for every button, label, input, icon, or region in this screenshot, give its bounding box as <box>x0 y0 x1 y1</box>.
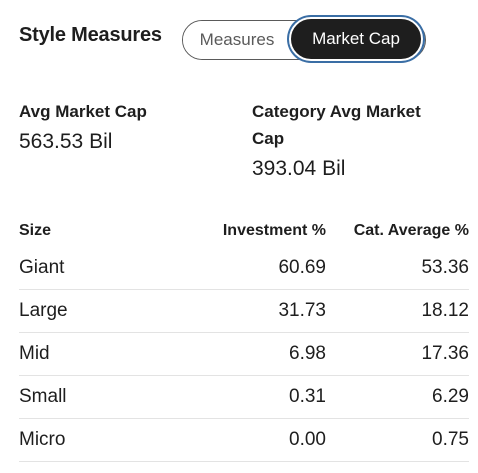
row-category-average: 0.75 <box>432 429 469 450</box>
row-size: Large <box>19 300 68 321</box>
category-avg-market-cap-label-line1: Category Avg Market <box>252 102 421 121</box>
avg-market-cap: Avg Market Cap 563.53 Bil <box>19 98 219 157</box>
table-row: Micro 0.00 0.75 <box>19 419 469 462</box>
row-size: Giant <box>19 257 65 278</box>
row-size: Micro <box>19 429 66 450</box>
row-investment: 60.69 <box>278 257 326 278</box>
tab-measures[interactable]: Measures <box>183 21 291 59</box>
market-cap-table: Size Investment % Cat. Average % Giant 6… <box>19 215 469 462</box>
header-investment: Investment % <box>222 222 326 239</box>
view-toggle: Measures Market Cap <box>182 17 426 61</box>
table-header: Size Investment % Cat. Average % <box>19 215 469 247</box>
row-investment: 0.31 <box>289 386 326 407</box>
table-row: Large 31.73 18.12 <box>19 290 469 333</box>
avg-market-cap-label: Avg Market Cap <box>19 102 147 121</box>
row-investment: 31.73 <box>278 300 326 321</box>
row-category-average: 17.36 <box>421 343 469 364</box>
section-title: Style Measures <box>19 24 162 46</box>
row-size: Small <box>19 386 67 407</box>
avg-market-cap-value: 563.53 Bil <box>19 130 113 153</box>
category-avg-market-cap-value: 393.04 Bil <box>252 157 346 180</box>
tab-market-cap[interactable]: Market Cap <box>289 17 423 61</box>
header-size: Size <box>19 222 52 239</box>
header-category-average: Cat. Average % <box>353 222 469 239</box>
style-measures-header: Style Measures Measures Market Cap <box>19 17 478 62</box>
row-investment: 6.98 <box>289 343 326 364</box>
row-size: Mid <box>19 343 50 364</box>
category-avg-market-cap-label-line2: Cap <box>252 129 285 148</box>
table-row: Mid 6.98 17.36 <box>19 333 469 376</box>
row-category-average: 53.36 <box>421 257 469 278</box>
table-row: Small 0.31 6.29 <box>19 376 469 419</box>
category-avg-market-cap: Category Avg Market Cap 393.04 Bil <box>252 98 452 184</box>
row-category-average: 18.12 <box>421 300 469 321</box>
row-category-average: 6.29 <box>432 386 469 407</box>
row-investment: 0.00 <box>289 429 326 450</box>
table-row: Giant 60.69 53.36 <box>19 247 469 290</box>
